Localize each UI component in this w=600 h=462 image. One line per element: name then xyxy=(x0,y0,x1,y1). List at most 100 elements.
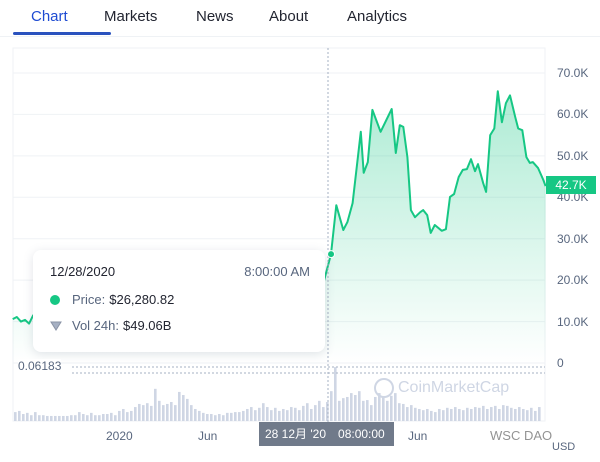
volume-bar xyxy=(390,395,393,421)
volume-bar xyxy=(402,403,405,421)
volume-bar xyxy=(306,403,309,421)
volume-bar xyxy=(298,410,301,421)
tab-chart[interactable]: Chart xyxy=(31,8,68,25)
volume-bar xyxy=(142,405,145,421)
volume-bar xyxy=(514,408,517,421)
volume-bar xyxy=(38,415,41,421)
volume-bar xyxy=(446,407,449,421)
volume-bar xyxy=(490,407,493,421)
volume-bar xyxy=(282,408,285,421)
volume-bar xyxy=(518,407,521,421)
volume-bar xyxy=(182,395,185,421)
volume-bar xyxy=(326,402,329,421)
volume-bar xyxy=(194,408,197,421)
volume-bar xyxy=(170,402,173,421)
price-label: Price: xyxy=(72,292,106,307)
volume-bar xyxy=(314,405,317,421)
price-area xyxy=(12,91,546,363)
volume-bar xyxy=(46,415,49,421)
volume-bar xyxy=(346,396,349,421)
volume-bar xyxy=(338,400,341,421)
tooltip-volume-row: Vol 24h: $49.06B xyxy=(50,318,171,333)
tab-news[interactable]: News xyxy=(196,8,234,25)
corner-watermark: WSC DAO xyxy=(490,428,553,443)
volume-bar xyxy=(150,405,153,421)
volume-bar xyxy=(394,393,397,421)
volume-bar xyxy=(122,408,125,421)
volume-bar xyxy=(426,408,429,421)
volume-bar xyxy=(66,415,69,421)
volume-bar xyxy=(334,367,337,421)
volume-bar xyxy=(42,415,45,421)
volume-bar xyxy=(230,412,233,421)
volume-bar xyxy=(62,415,65,421)
volume-bar xyxy=(98,415,101,421)
volume-bar xyxy=(494,405,497,421)
tab-markets[interactable]: Markets xyxy=(104,8,158,25)
crosshair-x-label: 28 12月 '20 08:00:00 xyxy=(259,422,394,446)
volume-bar xyxy=(34,412,37,421)
volume-bar xyxy=(226,412,229,421)
crosshair-y-value: 0.06183 xyxy=(18,359,62,373)
volume-bar xyxy=(386,400,389,421)
coinmarketcap-logo-icon xyxy=(374,378,394,398)
volume-bar xyxy=(378,393,381,421)
volume-bar xyxy=(398,403,401,421)
volume-label: Vol 24h: xyxy=(72,318,119,333)
crosshair-time: 08:00:00 xyxy=(338,427,385,441)
crosshair-date: 28 12月 '20 xyxy=(265,427,327,441)
tooltip-time: 8:00:00 AM xyxy=(244,264,310,279)
volume-bar xyxy=(470,408,473,421)
volume-bar xyxy=(462,410,465,421)
volume-bar xyxy=(130,410,133,421)
volume-bar xyxy=(118,410,121,421)
volume-bar xyxy=(186,398,189,421)
y-tick-label: 70.0K xyxy=(557,66,589,80)
volume-bar xyxy=(294,407,297,421)
volume-bar xyxy=(114,415,117,421)
volume-bar xyxy=(254,410,257,421)
volume-bar xyxy=(526,410,529,421)
volume-bar xyxy=(478,407,481,421)
volume-bar xyxy=(290,407,293,421)
volume-bar xyxy=(198,410,201,421)
volume-bars xyxy=(14,367,541,421)
price-value: $26,280.82 xyxy=(109,292,175,307)
volume-bar xyxy=(258,407,261,421)
volume-bar xyxy=(14,412,17,421)
volume-bar xyxy=(322,407,325,421)
tooltip-price-row: Price: $26,280.82 xyxy=(50,292,174,307)
current-price-tag: 42.7K xyxy=(546,176,596,194)
volume-bar xyxy=(530,407,533,421)
volume-bar xyxy=(138,403,141,421)
tab-about[interactable]: About xyxy=(269,8,309,25)
volume-bar xyxy=(94,415,97,421)
volume-bar xyxy=(262,403,265,421)
volume-bar xyxy=(410,405,413,421)
volume-bar xyxy=(486,408,489,421)
volume-bar xyxy=(214,415,217,421)
volume-bar xyxy=(406,407,409,421)
y-tick-label: 20.0K xyxy=(557,273,589,288)
volume-bar xyxy=(70,415,73,421)
volume-bar xyxy=(78,412,81,421)
volume-bar xyxy=(366,400,369,421)
volume-bar xyxy=(238,412,241,421)
volume-bar xyxy=(506,405,509,421)
watermark-text: CoinMarketCap xyxy=(398,379,510,396)
volume-bar xyxy=(210,414,213,421)
highlighted-point xyxy=(327,250,336,259)
volume-bar xyxy=(106,414,109,421)
volume-bar xyxy=(18,410,21,421)
volume-bar xyxy=(458,408,461,421)
volume-bar xyxy=(162,405,165,421)
volume-bar xyxy=(370,405,373,421)
volume-bar xyxy=(250,407,253,421)
volume-bar xyxy=(90,412,93,421)
volume-bar xyxy=(54,415,57,421)
volume-bar xyxy=(302,405,305,421)
coinmarketcap-watermark: CoinMarketCap xyxy=(374,378,509,398)
volume-bar xyxy=(354,395,357,421)
tab-analytics[interactable]: Analytics xyxy=(347,8,408,25)
